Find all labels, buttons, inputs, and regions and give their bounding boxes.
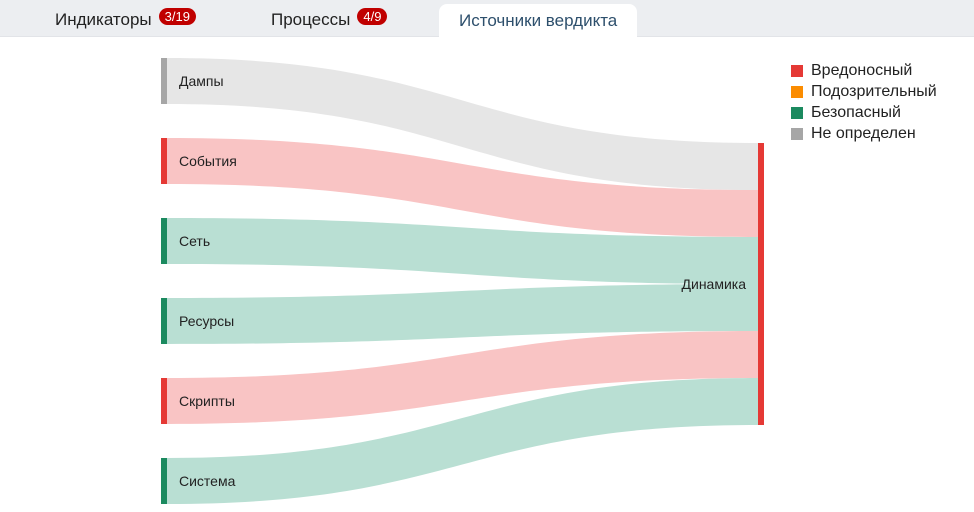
sankey-link — [167, 218, 758, 284]
legend-item-undefined[interactable]: Не определен — [791, 123, 937, 144]
legend-item-malicious[interactable]: Вредоносный — [791, 60, 937, 81]
sankey-link — [167, 378, 758, 504]
source-node — [161, 58, 167, 104]
sankey-link — [167, 284, 758, 344]
tab-processes[interactable]: Процессы 4/9 — [271, 4, 388, 36]
tab-label: Источники вердикта — [459, 10, 618, 30]
source-node-label: События — [179, 153, 237, 169]
count-badge: 3/19 — [158, 7, 196, 25]
source-node-label: Дампы — [179, 73, 224, 89]
legend-item-suspicious[interactable]: Подозрительный — [791, 81, 937, 102]
legend-swatch — [791, 127, 803, 140]
legend-item-safe[interactable]: Безопасный — [791, 102, 937, 123]
legend: Вредоносный Подозрительный Безопасный Не… — [791, 60, 937, 144]
tab-label: Индикаторы — [55, 10, 152, 29]
source-node — [161, 218, 167, 264]
legend-swatch — [791, 85, 803, 98]
legend-swatch — [791, 106, 803, 119]
source-node — [161, 458, 167, 504]
legend-swatch — [791, 64, 803, 77]
legend-label: Не определен — [811, 124, 916, 142]
source-node-label: Скрипты — [179, 393, 235, 409]
source-node-label: Сеть — [179, 233, 210, 249]
legend-label: Подозрительный — [811, 82, 937, 100]
target-node — [758, 143, 764, 425]
tab-bar: Индикаторы 3/19 Процессы 4/9 Источники в… — [0, 0, 974, 37]
sankey-link — [167, 138, 758, 237]
source-node — [161, 298, 167, 344]
source-node-label: Система — [179, 473, 236, 489]
legend-label: Вредоносный — [811, 61, 913, 79]
count-badge: 4/9 — [357, 7, 388, 25]
source-node-label: Ресурсы — [179, 313, 234, 329]
tab-label: Процессы — [271, 10, 351, 29]
tab-verdict-sources[interactable]: Источники вердикта — [439, 4, 638, 37]
source-node — [161, 378, 167, 424]
sankey-link — [167, 58, 758, 190]
target-node-label: Динамика — [682, 276, 747, 292]
source-node — [161, 138, 167, 184]
sankey-link — [167, 331, 758, 424]
tab-indicators[interactable]: Индикаторы 3/19 — [55, 4, 196, 36]
legend-label: Безопасный — [811, 103, 901, 121]
